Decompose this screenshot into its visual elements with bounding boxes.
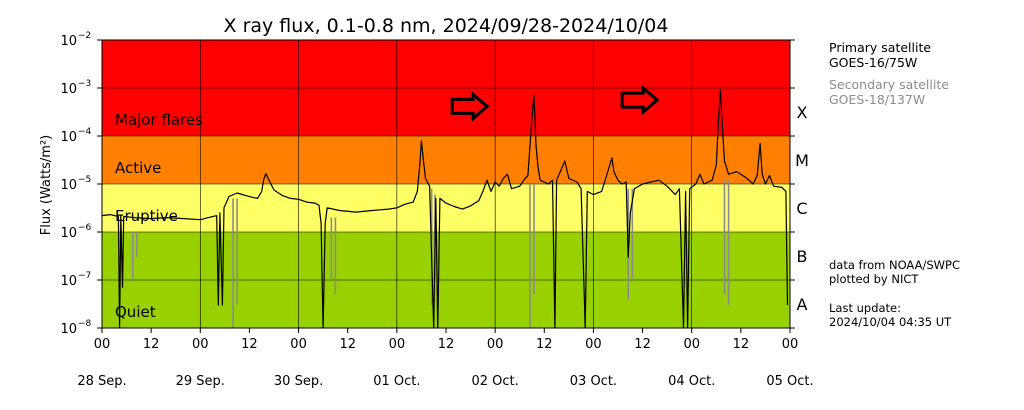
x-hour-tick-label: 12 <box>733 337 750 352</box>
last-update: Last update: 2024/10/04 04:35 UT <box>829 301 951 329</box>
y-tick-exponent: −7 <box>78 271 91 281</box>
chart-title: X ray flux, 0.1-0.8 nm, 2024/09/28-2024/… <box>224 15 669 37</box>
x-day-label: 01 Oct. <box>373 374 420 389</box>
band-label-active: Active <box>115 159 161 177</box>
y-tick-exponent: −2 <box>78 31 91 41</box>
x-hour-tick-label: 00 <box>389 337 406 352</box>
x-day-label: 30 Sep. <box>274 374 323 389</box>
y-tick-exponent: −6 <box>78 223 92 233</box>
y-tick-exponent: −5 <box>78 175 91 185</box>
y-tick-label: 10 <box>60 82 77 97</box>
flare-class-label-b: B <box>797 247 808 266</box>
y-tick-exponent: −3 <box>78 79 91 89</box>
x-hour-tick-label: 12 <box>438 337 455 352</box>
x-hour-tick-label: 00 <box>94 337 111 352</box>
legend-secondary: Secondary satellite GOES-18/137W <box>829 77 949 107</box>
data-source: data from NOAA/SWPC <box>829 258 960 272</box>
flare-class-label-x: X <box>797 103 808 122</box>
last-update-time: 2024/10/04 04:35 UT <box>829 315 952 329</box>
y-tick-label: 10 <box>60 178 77 193</box>
x-hour-tick-label: 12 <box>339 337 356 352</box>
x-day-label: 05 Oct. <box>766 374 813 389</box>
x-day-label: 02 Oct. <box>471 374 518 389</box>
x-hour-tick-label: 00 <box>192 337 209 352</box>
legend-primary-title: Primary satellite <box>829 40 932 55</box>
flare-arrow-annotation <box>450 91 490 122</box>
x-hour-tick-label: 00 <box>585 337 602 352</box>
x-day-label: 03 Oct. <box>570 374 617 389</box>
legend-secondary-satellite: GOES-18/137W <box>829 92 926 107</box>
flare-arrow-annotation <box>620 84 660 116</box>
band-label-quiet: Quiet <box>115 303 156 321</box>
y-tick-label: 10 <box>60 274 77 289</box>
x-day-label: 29 Sep. <box>176 374 225 389</box>
x-hour-tick-label: 00 <box>782 337 799 352</box>
plotted-by: plotted by NICT <box>829 272 919 286</box>
x-hour-tick-label: 00 <box>290 337 307 352</box>
x-day-label: 04 Oct. <box>668 374 715 389</box>
y-tick-label: 10 <box>60 226 77 241</box>
legend-secondary-title: Secondary satellite <box>829 77 949 92</box>
x-hour-tick-label: 12 <box>143 337 160 352</box>
y-tick-exponent: −4 <box>78 127 92 137</box>
y-tick-label: 10 <box>60 130 77 145</box>
y-tick-exponent: −8 <box>78 319 92 329</box>
flare-class-label-m: M <box>795 151 809 170</box>
primary-series-line <box>101 89 789 329</box>
band-active <box>102 136 790 184</box>
y-tick-label: 10 <box>60 34 77 49</box>
legend-primary: Primary satellite GOES-16/75W <box>829 40 931 70</box>
y-tick-label: 10 <box>60 322 77 337</box>
flare-class-label-c: C <box>796 199 807 218</box>
x-day-label: 28 Sep. <box>77 374 126 389</box>
last-update-label: Last update: <box>829 301 902 315</box>
legend-primary-satellite: GOES-16/75W <box>829 55 918 70</box>
x-hour-tick-label: 12 <box>241 337 258 352</box>
data-credit: data from NOAA/SWPC plotted by NICT <box>829 258 960 286</box>
x-hour-tick-label: 00 <box>487 337 504 352</box>
band-eruptive <box>102 184 790 232</box>
x-hour-tick-label: 12 <box>536 337 553 352</box>
band-label-eruptive: Eruptive <box>115 207 178 225</box>
flare-class-label-a: A <box>797 295 808 314</box>
x-hour-tick-label: 12 <box>634 337 651 352</box>
x-hour-tick-label: 00 <box>683 337 700 352</box>
band-label-major-flares: Major flares <box>115 111 203 129</box>
y-axis-label: Flux (Watts/m²) <box>39 135 54 236</box>
